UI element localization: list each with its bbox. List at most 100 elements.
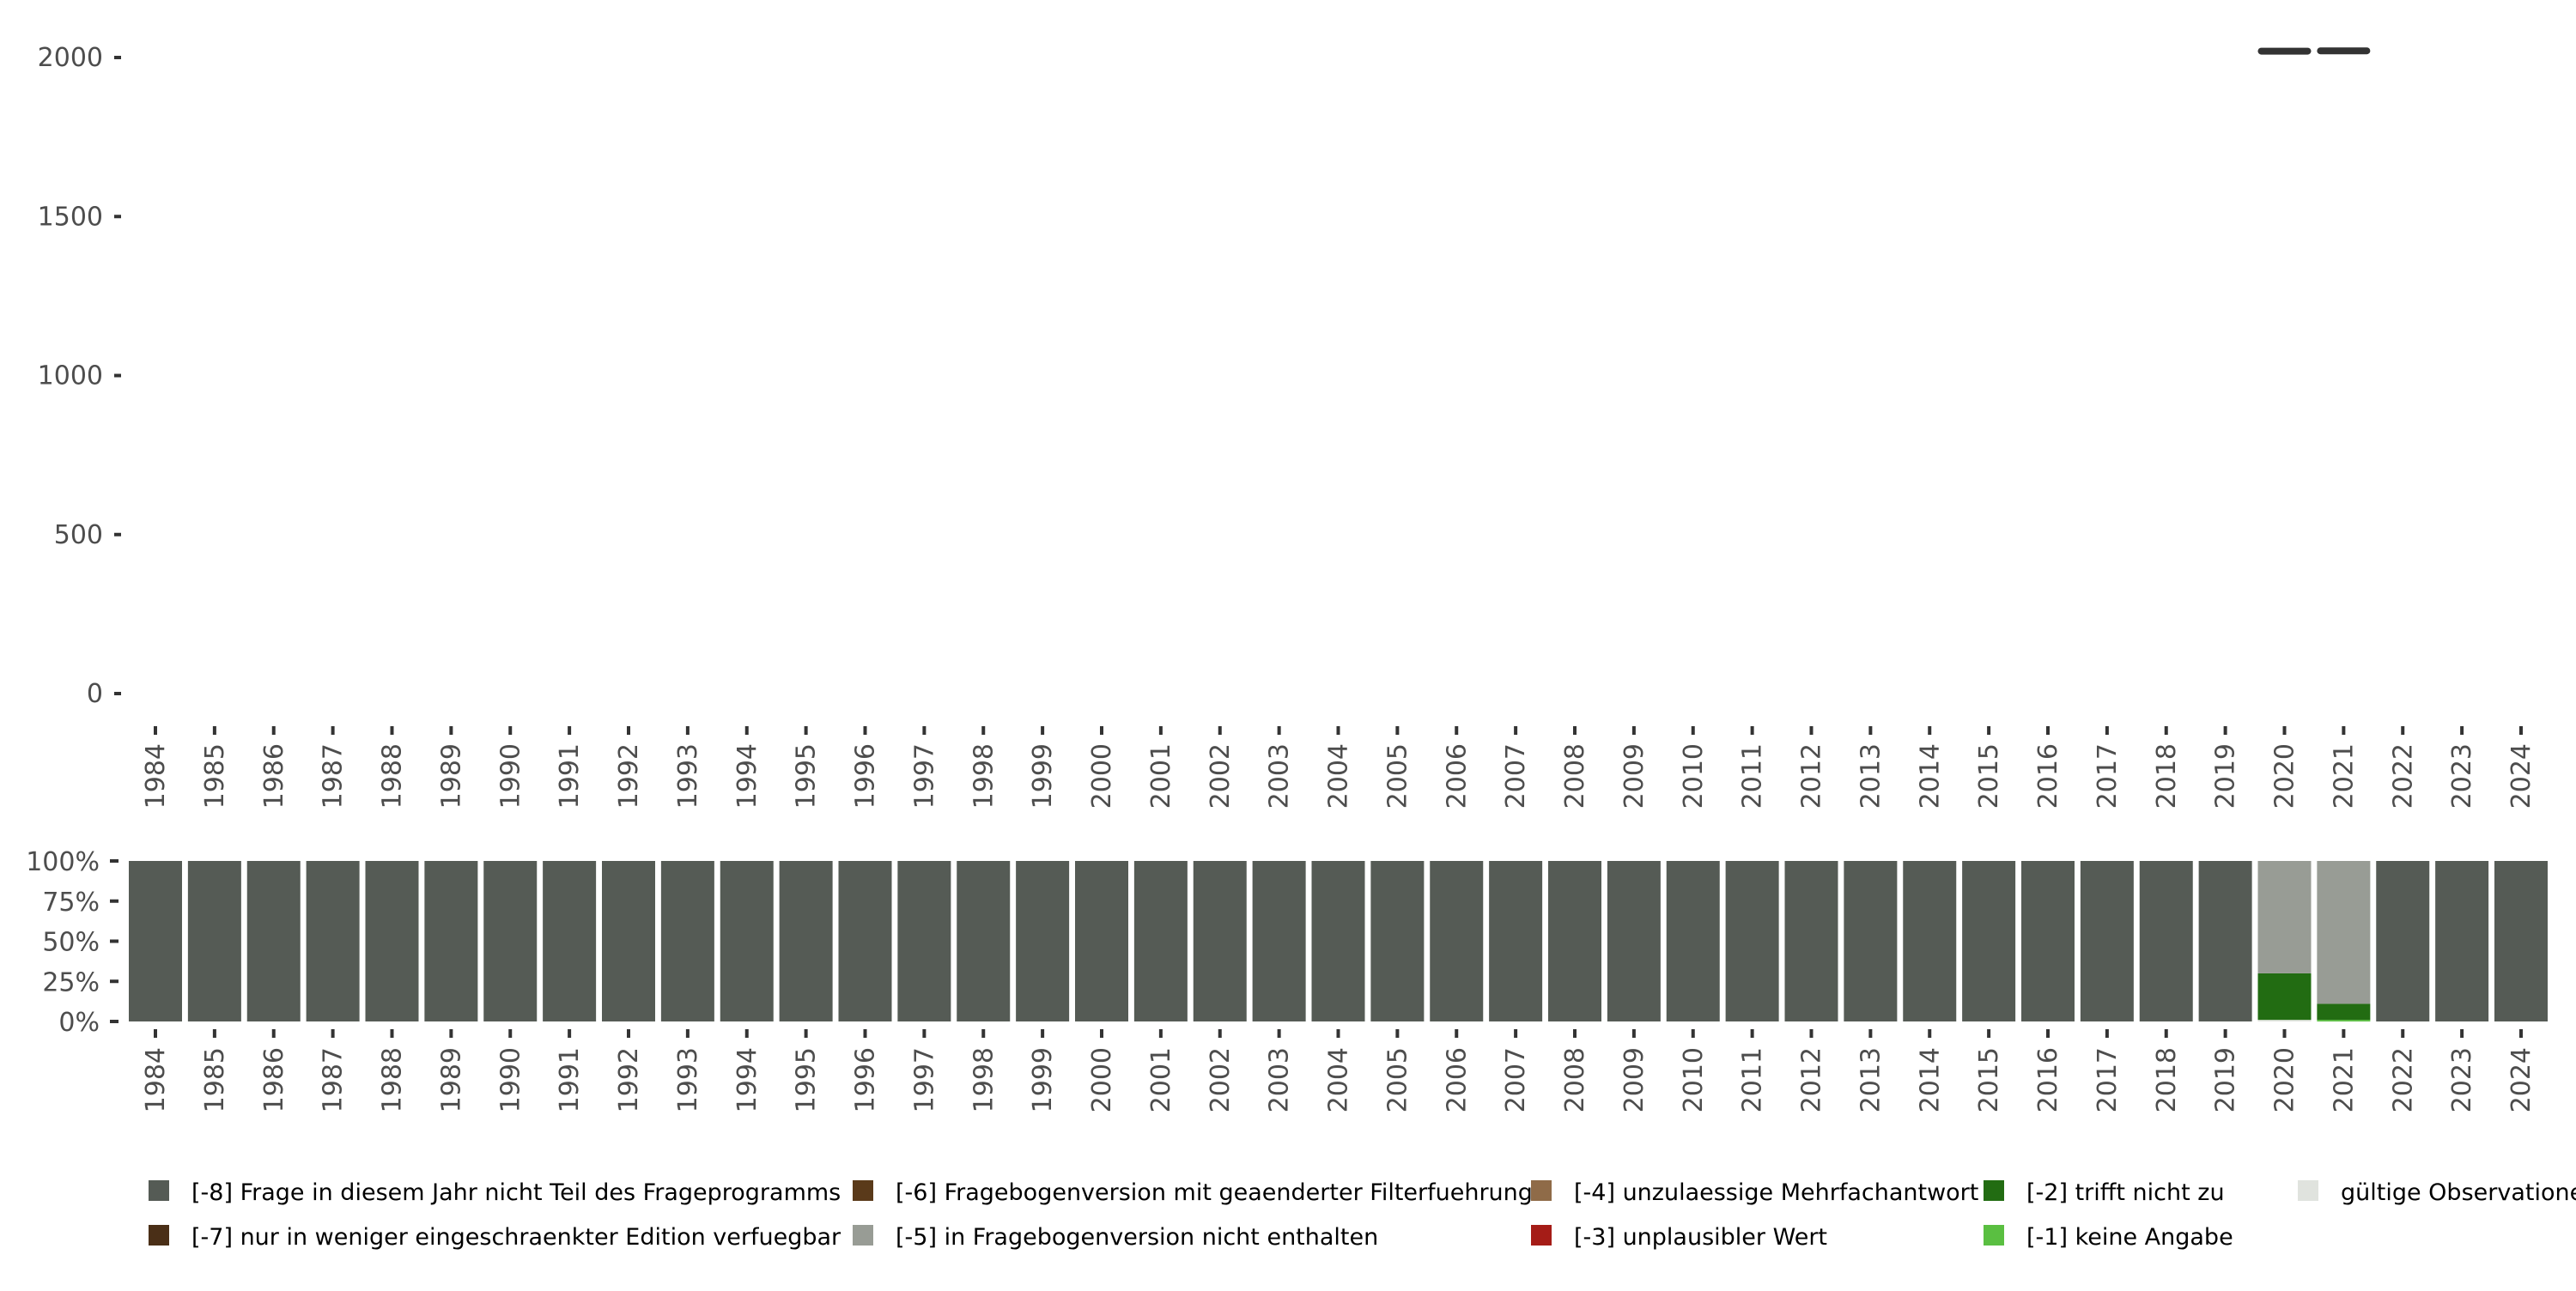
x-tick-label: 2009	[1619, 1047, 1649, 1112]
bar-segment-m8	[306, 861, 360, 1021]
bar-segment-m8	[660, 861, 714, 1021]
legend-swatch	[1531, 1180, 1552, 1201]
legend-label: [-8] Frage in diesem Jahr nicht Teil des…	[191, 1179, 841, 1206]
x-tick-label: 1984	[141, 743, 171, 809]
x-tick-label: 2004	[1324, 743, 1354, 809]
x-tick-label: 2001	[1146, 1047, 1176, 1112]
x-tick-label: 2024	[2506, 743, 2537, 809]
x-tick-label: 1989	[436, 743, 466, 809]
bar-segment-m8	[602, 861, 655, 1021]
x-tick-label: 2008	[1560, 743, 1590, 809]
x-tick-label: 2022	[2388, 743, 2418, 809]
x-tick-label: 1990	[495, 743, 526, 809]
y-tick-label: 50%	[42, 928, 100, 958]
bar-segment-m8	[1193, 861, 1247, 1021]
x-tick-label: 1985	[200, 743, 230, 809]
y-tick-label: 1000	[38, 361, 103, 391]
x-tick-label: 1996	[851, 743, 881, 809]
bar-segment-m8	[1962, 861, 2016, 1021]
x-tick-label: 2017	[2093, 743, 2123, 809]
legend: [-8] Frage in diesem Jahr nicht Teil des…	[149, 1179, 2576, 1251]
x-tick-label: 2020	[2270, 743, 2300, 809]
bar-segment-m8	[1844, 861, 1898, 1021]
legend-item-m5: [-5] in Fragebogenversion nicht enthalte…	[853, 1224, 1378, 1251]
legend-item-m1: [-1] keine Angabe	[1984, 1224, 2233, 1251]
x-tick-label: 1986	[259, 743, 289, 809]
x-tick-label: 1995	[792, 1047, 822, 1112]
bar-segment-m8	[1725, 861, 1779, 1021]
x-tick-label: 2013	[1856, 743, 1886, 809]
y-tick-label: 0%	[58, 1008, 100, 1038]
x-tick-label: 2021	[2329, 743, 2359, 809]
bar-segment-m8	[424, 861, 478, 1021]
bar-segment-m8	[187, 861, 241, 1021]
x-tick-label: 2004	[1324, 1047, 1354, 1112]
bar-segment-m8	[2139, 861, 2193, 1021]
legend-swatch	[1984, 1180, 2004, 1201]
legend-label: [-2] trifft nicht zu	[2026, 1179, 2225, 1206]
x-tick-label: 1986	[259, 1047, 289, 1112]
x-tick-label: 2005	[1382, 743, 1413, 809]
x-tick-label: 1992	[614, 743, 644, 809]
x-tick-label: 1984	[141, 1047, 171, 1112]
top-panel-line-chart: 0 500 1000 1500 2000 1984 1985 1986 1987 1988 1989…	[38, 43, 2537, 809]
legend-swatch	[149, 1225, 169, 1246]
legend-item-m8: [-8] Frage in diesem Jahr nicht Teil des…	[149, 1179, 841, 1206]
bar-segment-m8	[1016, 861, 1070, 1021]
legend-swatch	[853, 1180, 873, 1201]
bar-segment-m8	[2198, 861, 2252, 1021]
x-tick-label: 2001	[1146, 743, 1176, 809]
x-tick-label: 2012	[1797, 1047, 1827, 1112]
bar-segment-m8	[1489, 861, 1543, 1021]
x-tick-label: 1989	[436, 1047, 466, 1112]
x-tick-label: 2003	[1265, 1047, 1295, 1112]
legend-item-m2: [-2] trifft nicht zu	[1984, 1179, 2225, 1206]
bar-segment-m8	[1430, 861, 1484, 1021]
bar-segment-valid	[2257, 1020, 2312, 1021]
x-tick-label: 2000	[1087, 1047, 1117, 1112]
x-tick-label: 1990	[495, 1047, 526, 1112]
x-tick-label: 1997	[909, 743, 939, 809]
bar-segment-m8	[1133, 861, 1188, 1021]
legend-item-m4: [-4] unzulaessige Mehrfachantwort	[1531, 1179, 1978, 1206]
legend-label: [-6] Fragebogenversion mit geaenderter F…	[896, 1179, 1533, 1206]
x-tick-label: 2024	[2506, 1047, 2537, 1112]
legend-swatch	[1984, 1225, 2004, 1246]
x-tick-label: 2005	[1382, 1047, 1413, 1112]
legend-swatch	[1531, 1225, 1552, 1246]
x-tick-label: 1996	[851, 1047, 881, 1112]
bar-segment-m8	[1075, 861, 1128, 1021]
x-tick-label: 1994	[732, 743, 762, 809]
x-tick-label: 2013	[1856, 1047, 1886, 1112]
bar-segment-m8	[1666, 861, 1720, 1021]
legend-label: [-4] unzulaessige Mehrfachantwort	[1574, 1179, 1978, 1206]
x-tick-label: 2012	[1797, 743, 1827, 809]
x-tick-label: 1987	[319, 743, 349, 809]
x-tick-label: 1988	[378, 1047, 408, 1112]
x-tick-label: 2014	[1915, 743, 1945, 809]
x-tick-label: 2014	[1915, 1047, 1945, 1112]
x-tick-label: 2021	[2329, 1047, 2359, 1112]
y-tick-label: 75%	[42, 888, 100, 918]
bar-segment-m8	[483, 861, 538, 1021]
x-tick-label: 2023	[2447, 743, 2477, 809]
bar-segment-m8	[543, 861, 597, 1021]
bar-segment-m8	[365, 861, 419, 1021]
x-tick-label: 2008	[1560, 1047, 1590, 1112]
bar-segment-m8	[897, 861, 951, 1021]
x-tick-label: 2010	[1679, 1047, 1709, 1112]
x-tick-label: 2003	[1265, 743, 1295, 809]
legend-swatch	[149, 1180, 169, 1201]
y-tick-label: 500	[54, 520, 103, 550]
bar-segment-m8	[246, 861, 301, 1021]
bar-segment-m8	[1607, 861, 1661, 1021]
x-tick-label: 1992	[614, 1047, 644, 1112]
bar-segment-m8	[779, 861, 833, 1021]
x-tick-label: 1985	[200, 1047, 230, 1112]
x-tick-label: 2002	[1206, 743, 1236, 809]
bar-segment-m8	[129, 861, 182, 1021]
legend-label: [-3] unplausibler Wert	[1574, 1224, 1827, 1251]
x-tick-label: 2018	[2152, 1047, 2182, 1112]
legend-item-m6: [-6] Fragebogenversion mit geaenderter F…	[853, 1179, 1533, 1206]
